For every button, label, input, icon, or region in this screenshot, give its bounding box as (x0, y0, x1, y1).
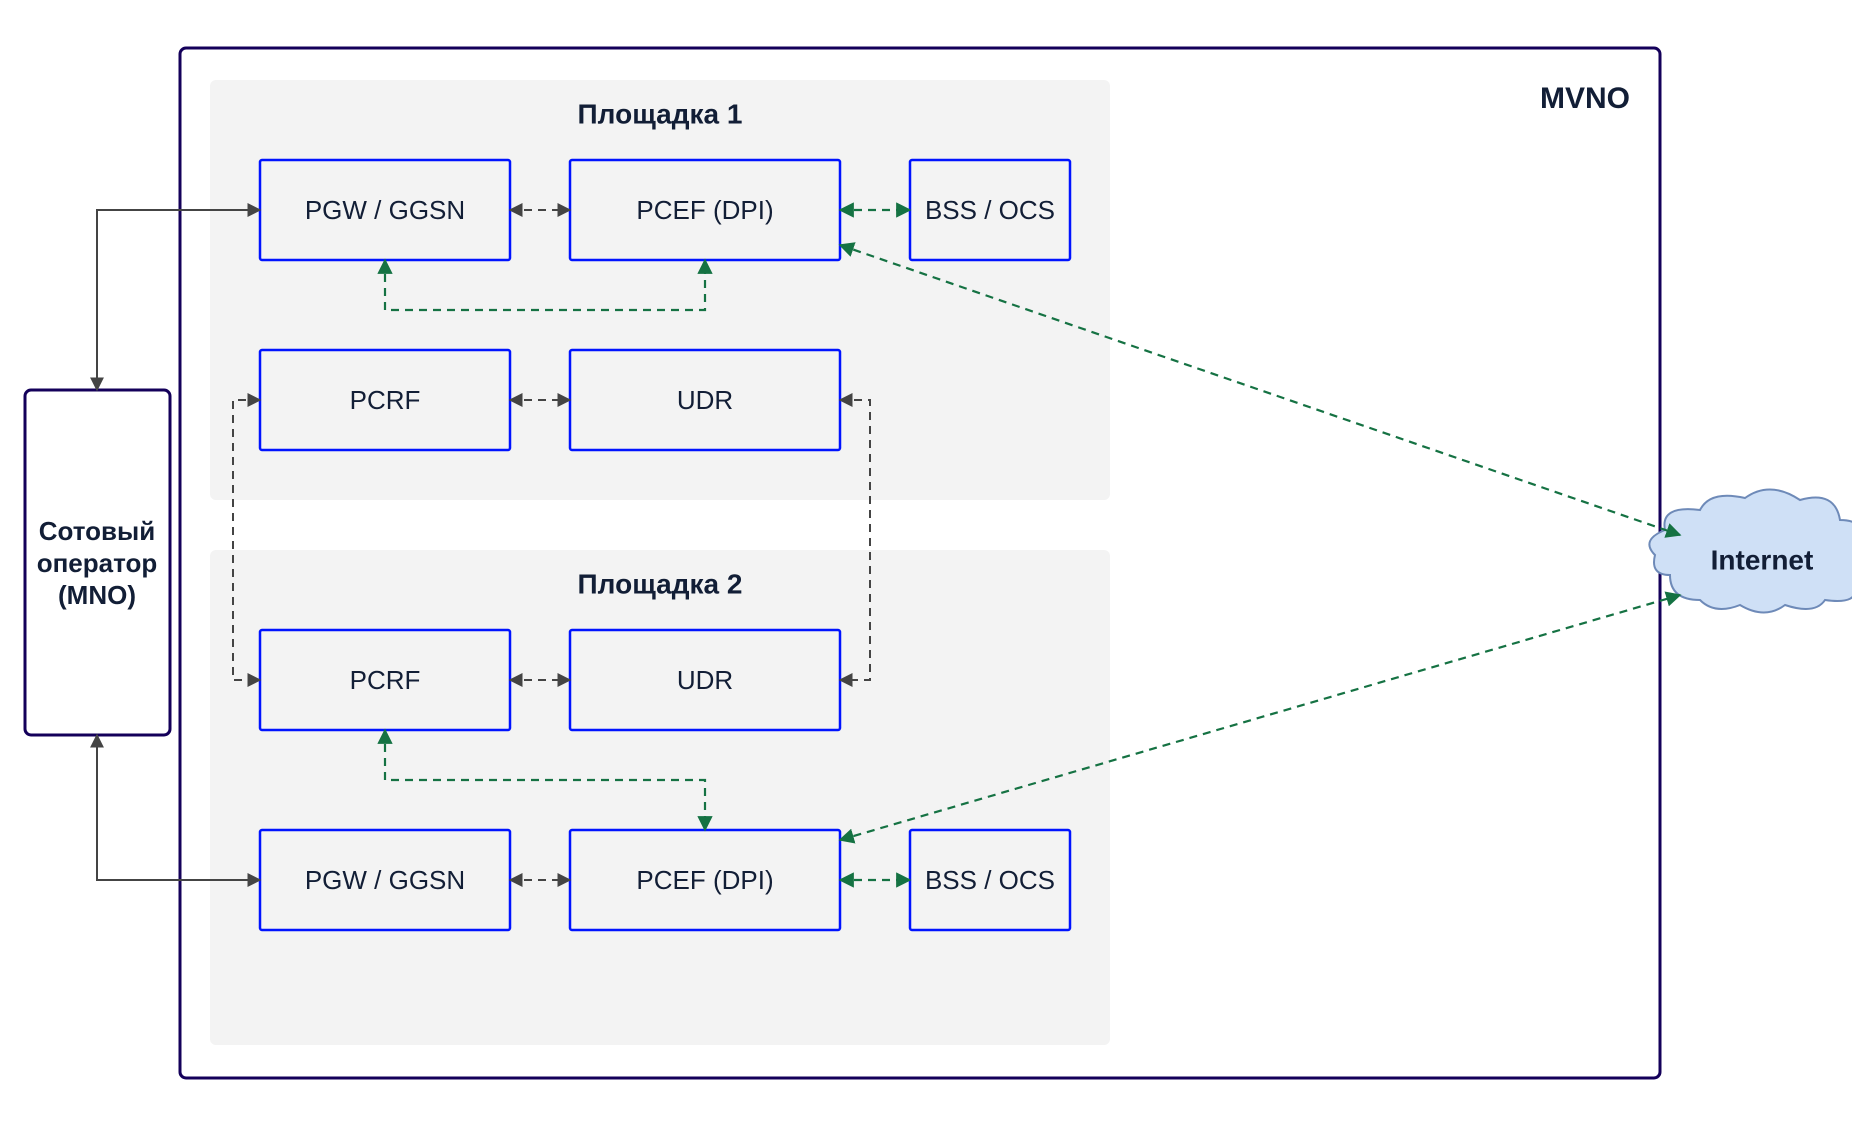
site1-bss: BSS / OCS (910, 160, 1070, 260)
site1-pcef: PCEF (DPI) (570, 160, 840, 260)
site1-pcrf: PCRF (260, 350, 510, 450)
site2-udr: UDR (570, 630, 840, 730)
site2-title: Площадка 2 (578, 568, 743, 599)
mno-label-1: Сотовый (39, 516, 155, 546)
site2-bss: BSS / OCS (910, 830, 1070, 930)
mvno-label: MVNO (1540, 82, 1630, 115)
svg-text:PGW / GGSN: PGW / GGSN (305, 865, 465, 895)
mno-label-2: оператор (37, 548, 158, 578)
svg-text:PCRF: PCRF (350, 385, 421, 415)
internet-label: Internet (1711, 544, 1814, 575)
site2-pgw: PGW / GGSN (260, 830, 510, 930)
svg-text:PCRF: PCRF (350, 665, 421, 695)
site2-panel (210, 550, 1110, 1045)
svg-text:BSS / OCS: BSS / OCS (925, 865, 1055, 895)
site1-title: Площадка 1 (578, 98, 743, 129)
svg-text:UDR: UDR (677, 665, 733, 695)
svg-text:PGW / GGSN: PGW / GGSN (305, 195, 465, 225)
site1-pgw: PGW / GGSN (260, 160, 510, 260)
svg-text:UDR: UDR (677, 385, 733, 415)
svg-text:PCEF (DPI): PCEF (DPI) (636, 865, 773, 895)
svg-text:BSS / OCS: BSS / OCS (925, 195, 1055, 225)
mno-label-3: (MNO) (58, 580, 136, 610)
site2-pcef: PCEF (DPI) (570, 830, 840, 930)
site1-udr: UDR (570, 350, 840, 450)
svg-text:PCEF (DPI): PCEF (DPI) (636, 195, 773, 225)
site2-pcrf: PCRF (260, 630, 510, 730)
internet-cloud: Internet (1649, 489, 1852, 612)
